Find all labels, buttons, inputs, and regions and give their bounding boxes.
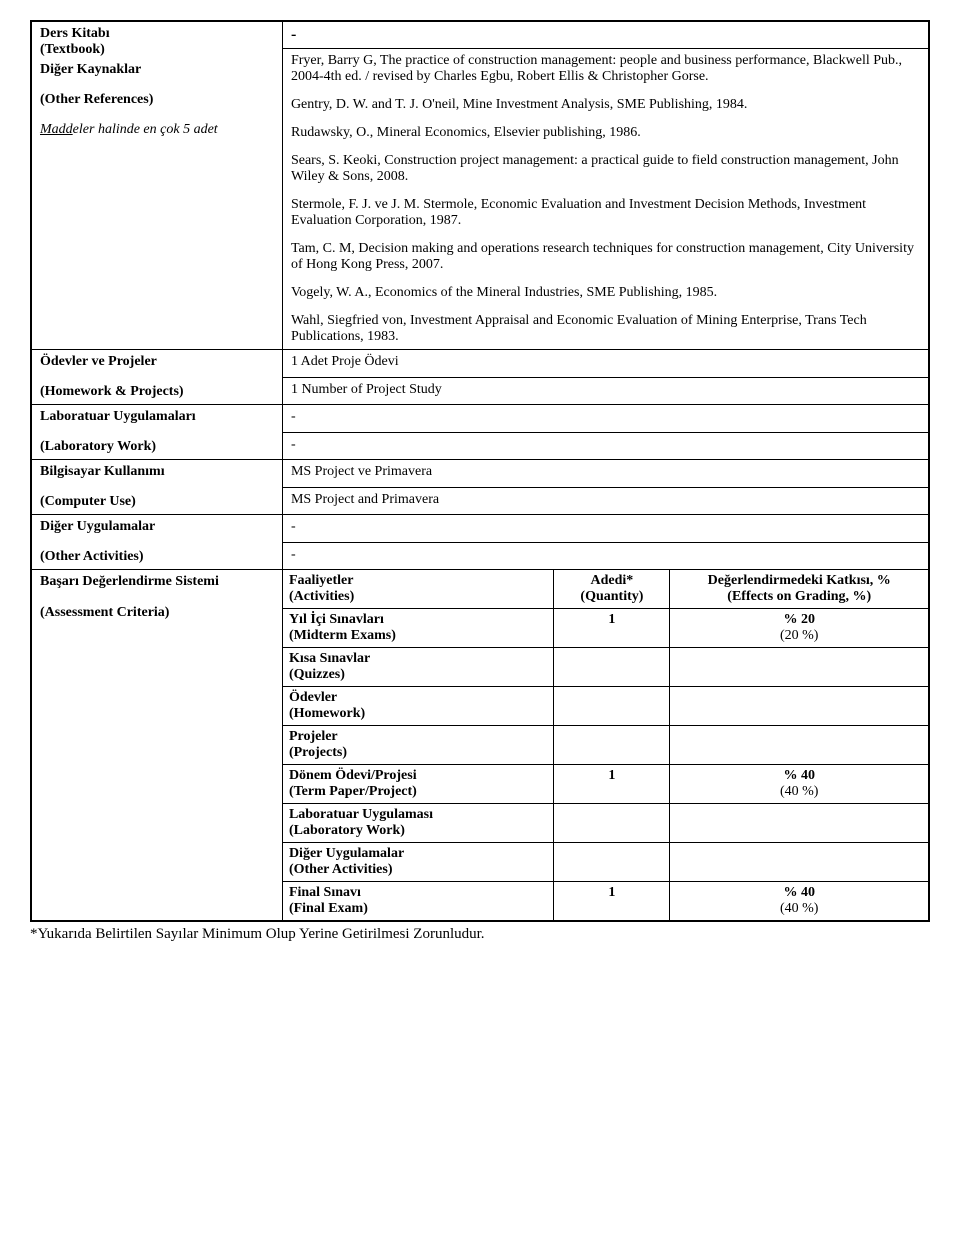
footnote: *Yukarıda Belirtilen Sayılar Minimum Olu… [30,926,930,943]
reference-item: Fryer, Barry G, The practice of construc… [291,53,920,85]
computer-label: Bilgisayar Kullanımı (Computer Use) [31,460,282,515]
lab-label-tr: Laboratuar Uygulamaları [40,409,274,425]
other-activities-label-en: (Other Activities) [40,549,274,565]
homework-label-tr: Ödevler ve Projeler [40,354,274,370]
lab-label-en: (Laboratory Work) [40,439,274,455]
assessment-row: Diğer Uygulamalar(Other Activities) [283,843,928,882]
homework-label: Ödevler ve Projeler (Homework & Projects… [31,350,282,405]
assessment-label-en: (Assessment Criteria) [40,605,274,621]
assessment-label-tr: Başarı Değerlendirme Sistemi [40,574,274,591]
assessment-row: Yıl İçi Sınavları(Midterm Exams) 1 % 20(… [283,609,928,648]
assessment-row: Dönem Ödevi/Projesi(Term Paper/Project) … [283,765,928,804]
other-activities-label: Diğer Uygulamalar (Other Activities) [31,515,282,570]
other-refs-value: Fryer, Barry G, The practice of construc… [282,49,929,350]
homework-label-en: (Homework & Projects) [40,384,274,400]
assessment-table-cell: Faaliyetler (Activities) Adedi* (Quantit… [282,570,929,922]
lab-value-en: - [282,432,929,460]
reference-item: Stermole, F. J. ve J. M. Stermole, Econo… [291,197,920,229]
assessment-row: Final Sınavı(Final Exam) 1 % 40(40 %) [283,882,928,921]
reference-item: Gentry, D. W. and T. J. O'neil, Mine Inv… [291,97,920,113]
reference-item: Rudawsky, O., Mineral Economics, Elsevie… [291,125,920,141]
assessment-table: Faaliyetler (Activities) Adedi* (Quantit… [283,570,928,920]
assessment-row: Laboratuar Uygulaması(Laboratory Work) [283,804,928,843]
homework-value-tr: 1 Adet Proje Ödevi [282,350,929,378]
other-activities-value-en: - [282,542,929,570]
course-info-table: Ders Kitabı (Textbook) Diğer Kaynaklar (… [30,20,930,922]
reference-item: Sears, S. Keoki, Construction project ma… [291,153,920,185]
other-activities-value-tr: - [282,515,929,543]
reference-item: Wahl, Siegfried von, Investment Appraisa… [291,313,920,345]
assessment-row: Projeler(Projects) [283,726,928,765]
assessment-label: Başarı Değerlendirme Sistemi (Assessment… [31,570,282,922]
other-activities-label-tr: Diğer Uygulamalar [40,519,274,535]
references-list: Fryer, Barry G, The practice of construc… [291,53,920,345]
assessment-header-quantity: Adedi* (Quantity) [554,570,670,609]
reference-item: Tam, C. M, Decision making and operation… [291,241,920,273]
textbook-label-en: (Textbook) [40,42,274,58]
other-refs-label-tr: Diğer Kaynaklar [40,62,274,78]
textbook-other-refs-label: Ders Kitabı (Textbook) Diğer Kaynaklar (… [31,21,282,350]
other-refs-note: Maddeler halinde en çok 5 adet [40,122,274,138]
assessment-row: Ödevler(Homework) [283,687,928,726]
textbook-value: - [282,21,929,49]
other-refs-label-en: (Other References) [40,92,274,108]
computer-label-en: (Computer Use) [40,494,274,510]
computer-value-en: MS Project and Primavera [282,487,929,515]
assessment-header-activities: Faaliyetler (Activities) [283,570,554,609]
assessment-row: Kısa Sınavlar(Quizzes) [283,648,928,687]
computer-value-tr: MS Project ve Primavera [282,460,929,488]
reference-item: Vogely, W. A., Economics of the Mineral … [291,285,920,301]
assessment-header-effects: Değerlendirmedeki Katkısı, % (Effects on… [670,570,928,609]
computer-label-tr: Bilgisayar Kullanımı [40,464,274,480]
lab-value-tr: - [282,405,929,433]
textbook-label-tr: Ders Kitabı [40,26,274,42]
lab-label: Laboratuar Uygulamaları (Laboratory Work… [31,405,282,460]
homework-value-en: 1 Number of Project Study [282,377,929,405]
